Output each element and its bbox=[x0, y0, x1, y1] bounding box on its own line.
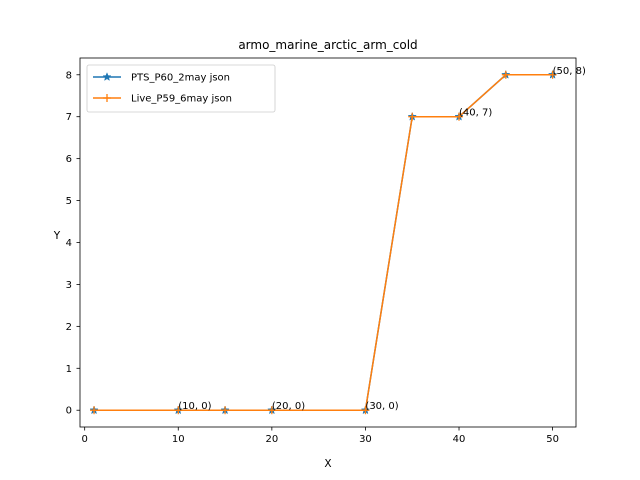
x-tick-label: 30 bbox=[359, 434, 372, 445]
data-point bbox=[455, 112, 464, 121]
data-point bbox=[267, 406, 276, 415]
series-layer bbox=[89, 69, 558, 415]
y-axis-label: Y bbox=[53, 230, 61, 242]
x-tick-label: 20 bbox=[265, 434, 278, 445]
x-tick-label: 0 bbox=[81, 434, 87, 445]
data-point bbox=[548, 70, 557, 79]
legend-entry: Live_P59_6may json bbox=[93, 94, 232, 105]
data-point bbox=[408, 112, 417, 121]
y-tick-label: 8 bbox=[66, 70, 72, 81]
y-tick-label: 3 bbox=[66, 280, 72, 291]
x-tick-label: 50 bbox=[546, 434, 559, 445]
y-axis: 0 1 2 3 4 5 6 7 8 bbox=[66, 70, 80, 417]
y-tick-label: 7 bbox=[66, 112, 72, 123]
point-annotation: (20, 0) bbox=[272, 401, 305, 412]
point-annotation: (40, 7) bbox=[459, 108, 492, 119]
legend: PTS_P60_2may json Live_P59_6may json bbox=[86, 64, 276, 113]
y-tick-label: 5 bbox=[66, 196, 72, 207]
point-annotation: (30, 0) bbox=[365, 401, 398, 412]
y-tick-label: 0 bbox=[66, 406, 72, 417]
data-point bbox=[90, 406, 99, 415]
legend-marker bbox=[102, 72, 112, 81]
legend-label: PTS_P60_2may json bbox=[131, 73, 230, 84]
x-tick-label: 40 bbox=[453, 434, 466, 445]
annotation-layer: (10, 0) (20, 0) (30, 0) (40, 7) (50, 8) bbox=[178, 66, 586, 412]
data-point bbox=[361, 406, 370, 415]
point-annotation: (10, 0) bbox=[178, 401, 211, 412]
x-tick-label: 10 bbox=[172, 434, 185, 445]
y-tick-label: 6 bbox=[66, 154, 72, 165]
point-annotation: (50, 8) bbox=[553, 66, 586, 77]
data-point bbox=[501, 70, 510, 79]
x-axis-label: X bbox=[324, 458, 331, 470]
y-tick-label: 2 bbox=[66, 322, 72, 333]
x-axis: 0 10 20 30 40 50 bbox=[81, 427, 559, 445]
chart-title: armo_marine_arctic_arm_cold bbox=[238, 38, 417, 52]
legend-entry: PTS_P60_2may json bbox=[93, 72, 230, 84]
data-point bbox=[174, 406, 183, 415]
data-point bbox=[221, 406, 230, 415]
legend-label: Live_P59_6may json bbox=[131, 94, 232, 105]
y-tick-label: 4 bbox=[66, 238, 72, 249]
legend-box bbox=[86, 64, 276, 113]
y-tick-label: 1 bbox=[66, 364, 72, 375]
legend-marker bbox=[103, 94, 111, 102]
series-2 bbox=[90, 70, 557, 415]
